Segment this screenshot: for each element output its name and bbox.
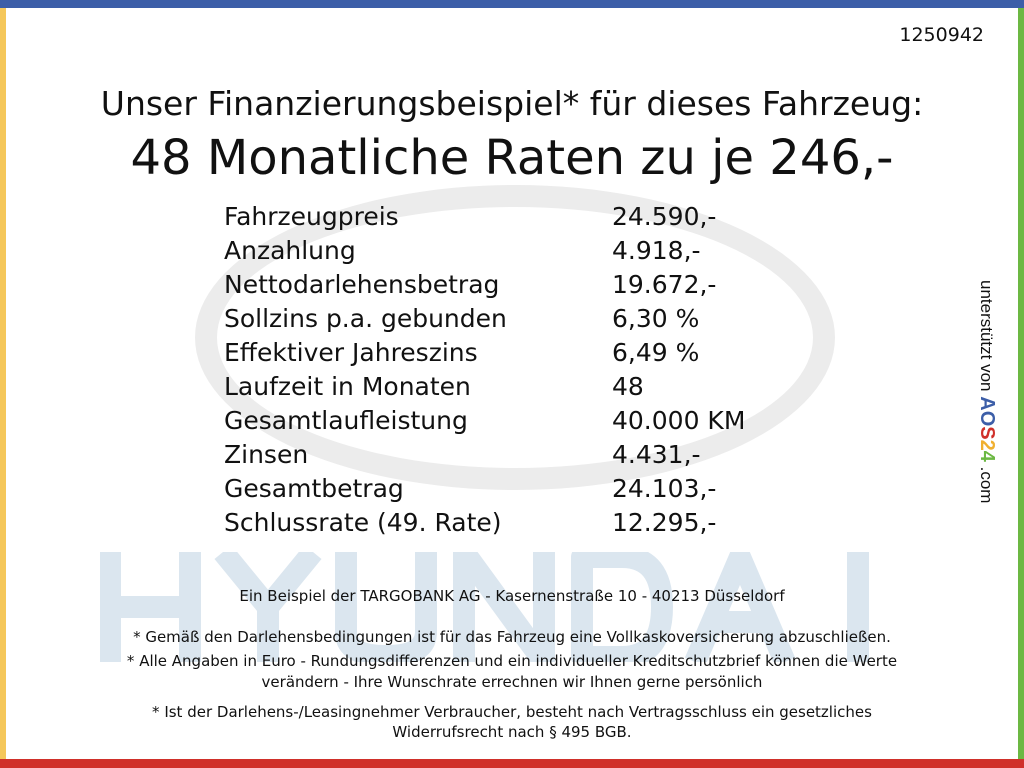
row-value: 6,30 % xyxy=(612,304,700,333)
reference-number: 1250942 xyxy=(899,24,984,46)
widerruf-note-line1: * Ist der Darlehens-/Leasingnehmer Verbr… xyxy=(152,703,872,721)
frame-left xyxy=(0,8,6,759)
finance-row: Schlussrate (49. Rate) 12.295,- xyxy=(224,506,745,540)
row-label: Nettodarlehensbetrag xyxy=(224,270,500,299)
row-value: 24.590,- xyxy=(612,202,717,231)
finance-row: Nettodarlehensbetrag 19.672,- xyxy=(224,268,745,302)
row-label: Laufzeit in Monaten xyxy=(224,372,471,401)
sponsor-prefix: unterstützt von xyxy=(977,280,996,392)
row-label: Sollzins p.a. gebunden xyxy=(224,304,507,333)
row-value: 4.431,- xyxy=(612,440,701,469)
finance-row: Laufzeit in Monaten 48 xyxy=(224,370,745,404)
row-value: 6,49 % xyxy=(612,338,700,367)
finance-row: Zinsen 4.431,- xyxy=(224,438,745,472)
row-label: Gesamtlaufleistung xyxy=(224,406,468,435)
finance-row: Gesamtlaufleistung 40.000 KM xyxy=(224,404,745,438)
headline: Unser Finanzierungsbeispiel* für dieses … xyxy=(100,84,924,123)
finance-table: Fahrzeugpreis 24.590,- Anzahlung 4.918,- Net… xyxy=(224,200,745,540)
finance-row: Anzahlung 4.918,- xyxy=(224,234,745,268)
finance-row: Fahrzeugpreis 24.590,- xyxy=(224,200,745,234)
euro-note-line2: verändern - Ihre Wunschrate errechnen wi… xyxy=(261,673,763,691)
row-value: 12.295,- xyxy=(612,508,717,537)
row-value: 4.918,- xyxy=(612,236,701,265)
row-label: Schlussrate (49. Rate) xyxy=(224,508,502,537)
row-value: 19.672,- xyxy=(612,270,717,299)
sponsor-note: unterstützt von AOS24 .com xyxy=(972,280,1002,570)
row-label: Zinsen xyxy=(224,440,309,469)
finance-row: Sollzins p.a. gebunden 6,30 % xyxy=(224,302,745,336)
row-label: Effektiver Jahreszins xyxy=(224,338,478,367)
bank-note: Ein Beispiel der TARGOBANK AG - Kasernen… xyxy=(239,587,785,605)
hyundai-wordmark-watermark xyxy=(100,552,869,662)
insurance-note: * Gemäß den Darlehensbedingungen ist für… xyxy=(133,628,891,646)
frame-bottom xyxy=(0,759,1024,768)
row-label: Gesamtbetrag xyxy=(224,474,404,503)
row-label: Anzahlung xyxy=(224,236,356,265)
row-label: Fahrzeugpreis xyxy=(224,202,399,231)
frame-top xyxy=(0,0,1024,8)
finance-row: Gesamtbetrag 24.103,- xyxy=(224,472,745,506)
row-value: 24.103,- xyxy=(612,474,717,503)
frame-right xyxy=(1018,8,1024,759)
finance-row: Effektiver Jahreszins 6,49 % xyxy=(224,336,745,370)
row-value: 40.000 KM xyxy=(612,406,746,435)
rate-line: 48 Monatliche Raten zu je 246,- xyxy=(130,130,894,186)
aos24-logo: AOS24 xyxy=(976,396,998,462)
widerruf-note-line2: Widerrufsrecht nach § 495 BGB. xyxy=(392,723,632,741)
euro-note-line1: * Alle Angaben in Euro - Rundungsdiffere… xyxy=(126,652,898,670)
sponsor-suffix: .com xyxy=(977,466,996,504)
row-value: 48 xyxy=(612,372,644,401)
